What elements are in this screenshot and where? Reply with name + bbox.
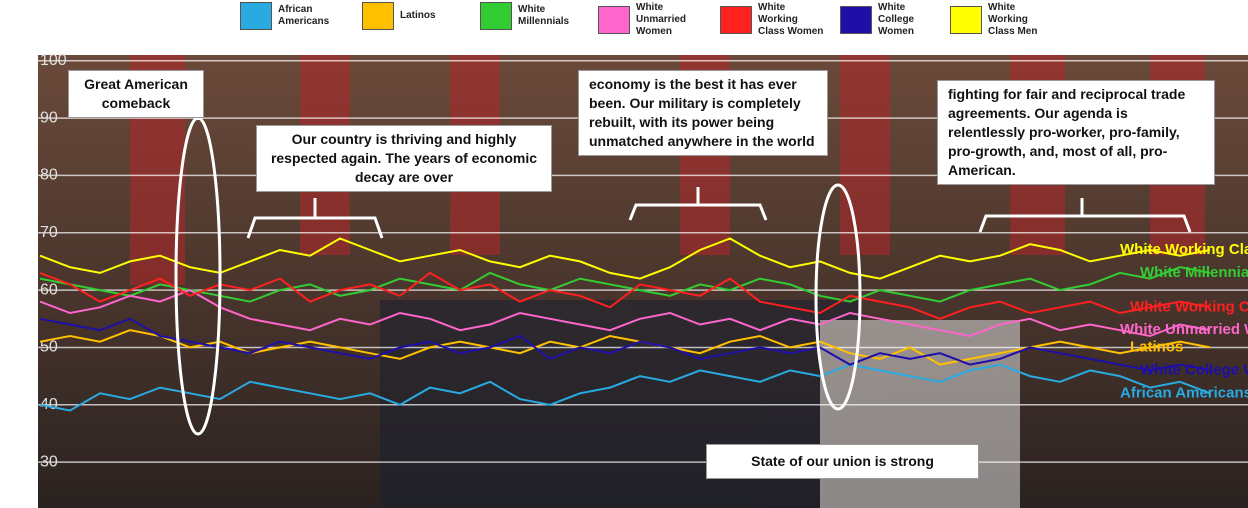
annotation: Great American comeback (68, 70, 204, 118)
legend-swatch (840, 6, 872, 34)
y-tick-label: 100 (40, 52, 67, 69)
legend-swatch (950, 6, 982, 34)
legend-label: White College Women (878, 2, 944, 38)
end-label: White College Women (1140, 361, 1248, 378)
legend-label: White Millennials (518, 4, 584, 28)
legend-swatch (362, 2, 394, 30)
y-tick-label: 30 (40, 453, 58, 470)
end-label: White Working Class Men (1120, 241, 1248, 258)
legend-swatch (480, 2, 512, 30)
y-tick-label: 70 (40, 224, 58, 241)
legend-item: White Working Class Men (950, 2, 1054, 38)
legend-label: Latinos (400, 10, 466, 22)
end-label: White Millennials (1140, 264, 1248, 281)
end-label: White Working Class Women (1130, 298, 1248, 315)
annotation: State of our union is strong (706, 444, 979, 479)
legend-label: White Working Class Men (988, 2, 1054, 38)
legend-label: White Working Class Women (758, 2, 824, 38)
legend-swatch (720, 6, 752, 34)
legend-item: White Working Class Women (720, 2, 824, 38)
y-tick-label: 80 (40, 167, 58, 184)
legend-item: African Americans (240, 2, 344, 30)
legend-label: African Americans (278, 4, 344, 28)
legend-label: White Unmarried Women (636, 2, 702, 38)
end-label: White Unmarried Women (1120, 321, 1248, 338)
legend-swatch (598, 6, 630, 34)
legend-item: White Unmarried Women (598, 2, 702, 38)
page: 30405060708090100 African AmericansLatin… (0, 0, 1248, 508)
end-label: African Americans (1120, 384, 1248, 401)
y-tick-label: 60 (40, 281, 58, 298)
legend-item: White Millennials (480, 2, 584, 30)
legend-item: White College Women (840, 2, 944, 38)
legend-swatch (240, 2, 272, 30)
legend-item: Latinos (362, 2, 466, 30)
end-label: Latinos (1130, 338, 1183, 355)
annotation: fighting for fair and reciprocal trade a… (937, 80, 1215, 185)
y-tick-label: 90 (40, 109, 58, 126)
annotation: Our country is thriving and highly respe… (256, 125, 552, 192)
annotation: economy is the best it has ever been. Ou… (578, 70, 828, 156)
